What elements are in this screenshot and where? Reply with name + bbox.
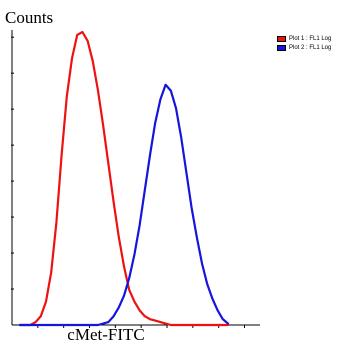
legend-swatch-plot-2 (277, 44, 286, 51)
histogram-line-plot-2 (18, 83, 230, 327)
legend-item-plot-2: Plot 2 : FL1 Log (277, 43, 331, 52)
legend-label-plot-1: Plot 1 : FL1 Log (289, 35, 332, 42)
legend-item-plot-1: Plot 1 : FL1 Log (277, 34, 331, 43)
histogram-line-plot-1 (18, 30, 230, 327)
legend-label-plot-2: Plot 2 : FL1 Log (289, 44, 332, 51)
y-axis-label: Counts (5, 8, 54, 27)
x-axis-label: cMet-FITC (67, 325, 145, 344)
series-layer (18, 30, 230, 327)
legend: Plot 1 : FL1 Log Plot 2 : FL1 Log (277, 34, 331, 52)
legend-swatch-plot-1 (277, 35, 286, 42)
